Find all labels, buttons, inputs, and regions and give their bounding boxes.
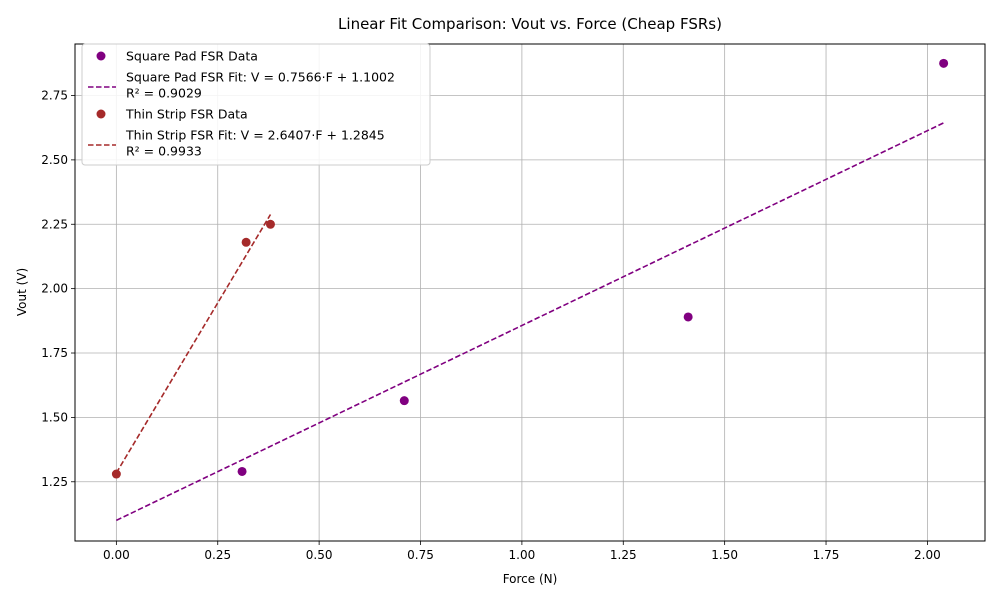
- y-tick-label: 2.25: [41, 217, 68, 231]
- data-point: [111, 469, 121, 479]
- y-tick-label: 1.25: [41, 475, 68, 489]
- x-tick-label: 0.50: [306, 548, 333, 562]
- fit-line-3: [115, 214, 272, 474]
- series-layer: [111, 58, 949, 522]
- x-tick-label: 0.00: [103, 548, 130, 562]
- x-tick-label: 1.75: [813, 548, 840, 562]
- legend-entry: Square Pad FSR Fit: V = 0.7566·F + 1.100…: [126, 70, 395, 85]
- x-tick-label: 1.50: [711, 548, 738, 562]
- legend-box: [81, 43, 431, 166]
- y-tick-label: 1.75: [41, 346, 68, 360]
- legend-entry: R² = 0.9933: [126, 144, 202, 159]
- legend-marker: [96, 109, 106, 119]
- legend-entry: Thin Strip FSR Fit: V = 2.6407·F + 1.284…: [125, 128, 385, 143]
- x-tick-label: 0.25: [204, 548, 231, 562]
- fit-line-1: [116, 122, 944, 522]
- legend-entry: Square Pad FSR Data: [126, 49, 258, 64]
- data-point: [399, 396, 409, 406]
- data-point: [939, 58, 949, 68]
- x-axis-ticks: 0.00 0.25 0.50 0.75 1.00 1.25 1.50 1.75 2.00: [103, 541, 941, 562]
- y-axis-label: Vout (V): [15, 268, 29, 316]
- chart-title: Linear Fit Comparison: Vout vs. Force (C…: [338, 15, 722, 33]
- plot-frame: [74, 43, 986, 542]
- x-tick-label: 1.00: [509, 548, 536, 562]
- y-tick-label: 2.50: [41, 153, 68, 167]
- data-point: [265, 219, 275, 229]
- legend-entry: Thin Strip FSR Data: [125, 107, 248, 122]
- data-point: [237, 466, 247, 476]
- y-tick-label: 2.00: [41, 282, 68, 296]
- x-tick-label: 2.00: [914, 548, 941, 562]
- x-axis-label: Force (N): [503, 572, 558, 586]
- legend: Square Pad FSR Data Square Pad FSR Fit: V…: [81, 43, 431, 166]
- y-tick-label: 2.75: [41, 89, 68, 103]
- data-point: [683, 312, 693, 322]
- data-point: [241, 237, 251, 247]
- y-axis-ticks: 1.25 1.50 1.75 2.00 2.25 2.50 2.75: [41, 89, 75, 489]
- grid: [75, 44, 985, 541]
- y-tick-label: 1.50: [41, 410, 68, 424]
- legend-marker: [96, 51, 106, 61]
- legend-entry: R² = 0.9029: [126, 86, 202, 101]
- x-tick-label: 1.25: [610, 548, 637, 562]
- x-tick-label: 0.75: [407, 548, 434, 562]
